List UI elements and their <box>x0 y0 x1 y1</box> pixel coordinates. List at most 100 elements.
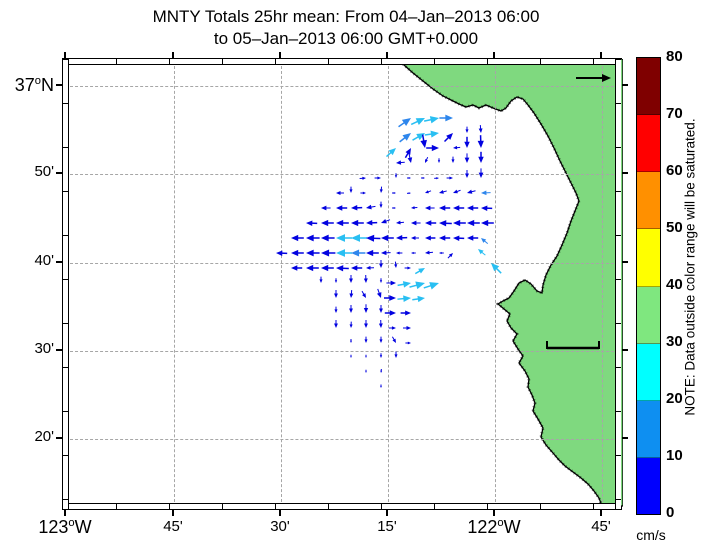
colorbar-segment <box>637 400 660 458</box>
vector-head <box>363 308 369 313</box>
axis-tick <box>56 84 62 86</box>
current-vector <box>425 205 435 211</box>
current-vector <box>423 116 439 124</box>
axis-tick <box>622 84 628 86</box>
vector-head <box>379 263 383 268</box>
current-vector <box>396 235 408 241</box>
vector-head <box>336 219 344 227</box>
vector-head <box>453 219 461 227</box>
vector-head <box>465 173 469 178</box>
vector-head <box>392 338 396 343</box>
vector-head <box>467 219 475 227</box>
current-vector <box>388 326 396 330</box>
vector-head <box>430 130 439 138</box>
vector-head <box>481 238 487 243</box>
current-vector <box>411 220 421 226</box>
grid-line-vertical <box>495 61 496 507</box>
current-vector <box>380 368 383 373</box>
current-vector <box>405 341 411 345</box>
current-vector <box>359 176 366 180</box>
colorbar-segment <box>637 172 660 230</box>
current-vector <box>291 265 303 271</box>
current-vector <box>439 235 451 241</box>
vector-head <box>481 219 489 227</box>
current-vector <box>381 234 394 242</box>
current-vector <box>321 234 335 242</box>
current-vector <box>321 264 334 272</box>
vector-head <box>411 236 416 240</box>
vector-head <box>379 355 383 358</box>
vector-head <box>306 249 314 257</box>
vector-head <box>415 281 425 290</box>
vector-head <box>464 157 470 163</box>
current-vector <box>437 158 441 163</box>
vector-head <box>366 249 374 257</box>
current-vector <box>467 189 476 194</box>
vector-head <box>336 191 341 195</box>
current-vector <box>481 238 489 245</box>
vector-head <box>366 265 371 270</box>
grid-line-horizontal <box>65 174 619 175</box>
axis-tick <box>493 510 495 516</box>
current-vector <box>364 336 368 343</box>
vector-head <box>321 219 329 227</box>
axis-tick <box>600 510 602 516</box>
current-vector <box>425 235 436 241</box>
current-vector <box>478 151 484 163</box>
vector-head <box>396 251 400 255</box>
grid-line-horizontal <box>65 263 619 264</box>
current-vector <box>447 253 453 259</box>
current-vector <box>425 250 434 255</box>
vector-head <box>334 280 338 283</box>
vector-head <box>394 264 398 268</box>
current-vector <box>406 192 411 195</box>
vector-head <box>407 157 413 163</box>
map-frame-top <box>63 59 621 65</box>
vector-head <box>449 176 453 180</box>
chart-title-line2: to 05–Jan–2013 06:00 GMT+0.000 <box>213 29 479 48</box>
vector-head <box>351 249 360 257</box>
current-vector <box>426 144 439 152</box>
vector-head <box>376 292 382 298</box>
current-vector <box>464 153 470 163</box>
current-vector <box>379 305 383 313</box>
vector-head <box>350 340 352 343</box>
vector-head <box>439 189 444 194</box>
current-vector <box>407 177 411 179</box>
y-tick-label: 50' <box>34 163 54 180</box>
vector-head <box>366 234 375 242</box>
current-vector <box>351 249 366 257</box>
x-tick-label: 123oW <box>38 517 92 537</box>
current-vector <box>465 170 469 178</box>
current-vector <box>334 306 338 313</box>
vector-head <box>425 159 428 163</box>
current-vector <box>363 274 368 283</box>
vector-head <box>334 309 338 313</box>
vector-head <box>291 265 298 271</box>
colorbar-tick-label: 10 <box>666 447 683 464</box>
current-vector <box>321 219 334 227</box>
vector-head <box>379 339 383 343</box>
current-vector <box>478 124 483 133</box>
current-vector <box>392 192 396 194</box>
vector-head <box>396 160 402 165</box>
y-tick-label: 30' <box>34 340 54 357</box>
chart-title: MNTY Totals 25hr mean: From 04–Jan–2013 … <box>0 6 692 50</box>
vector-head <box>406 326 411 330</box>
vector-head <box>321 249 330 257</box>
vector-head <box>425 205 431 211</box>
vector-head <box>381 218 387 224</box>
vector-head <box>425 250 430 255</box>
vector-head <box>429 116 439 124</box>
vector-head <box>436 177 439 180</box>
axis-tick <box>56 349 62 351</box>
x-tick-label: 122oW <box>467 517 521 537</box>
vector-head <box>351 205 358 211</box>
vector-head <box>396 235 403 241</box>
current-vector <box>379 186 383 193</box>
current-vector <box>351 205 363 211</box>
vector-head <box>350 356 352 358</box>
grid-line-vertical <box>602 61 603 507</box>
current-vector <box>334 320 338 328</box>
vector-head <box>291 234 299 242</box>
